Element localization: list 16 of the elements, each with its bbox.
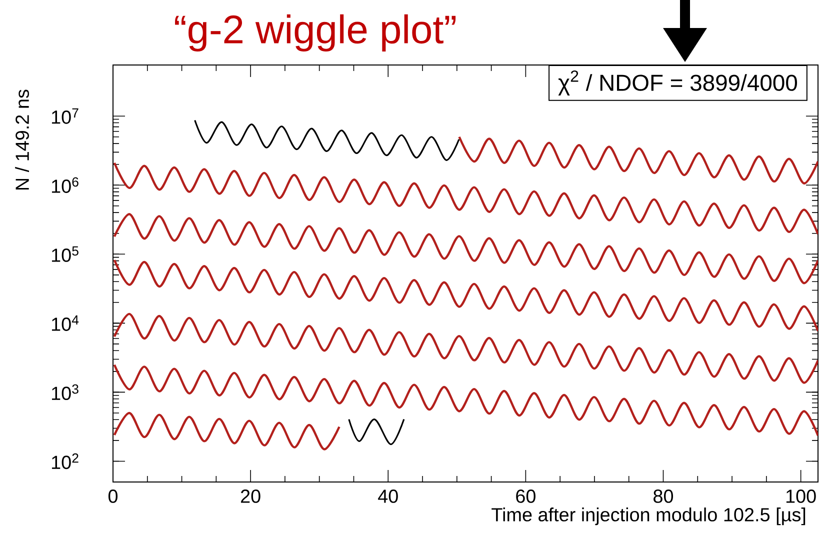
y-tick-label: 10$^{4}$ [52, 315, 79, 331]
x-tick-label: 100 [786, 490, 816, 503]
x-tick-label: 40 [378, 490, 398, 503]
annotation: χ$^{2}$ / NDOF = 3899/4000 [558, 70, 798, 96]
y-tick-label: 10$^{3}$ [52, 384, 78, 400]
x-tick-label: 80 [654, 490, 674, 503]
x-axis-title: Time after injection modulo 102.5 [µs] [492, 508, 806, 526]
y-tick-label: 10$^{5}$ [52, 246, 78, 262]
x-tick-label: 20 [240, 490, 260, 503]
x-tick-label: 60 [516, 490, 536, 503]
x-tick-label: 0 [108, 490, 118, 503]
y-tick-label: 10$^{6}$ [52, 177, 78, 193]
y-tick-label: 10$^{2}$ [52, 453, 78, 470]
y-tick-label: 10$^{7}$ [52, 108, 78, 124]
chart-title: “g-2 wiggle plot” [175, 14, 456, 52]
y-axis-title: N / 149.2 ns [15, 90, 30, 190]
